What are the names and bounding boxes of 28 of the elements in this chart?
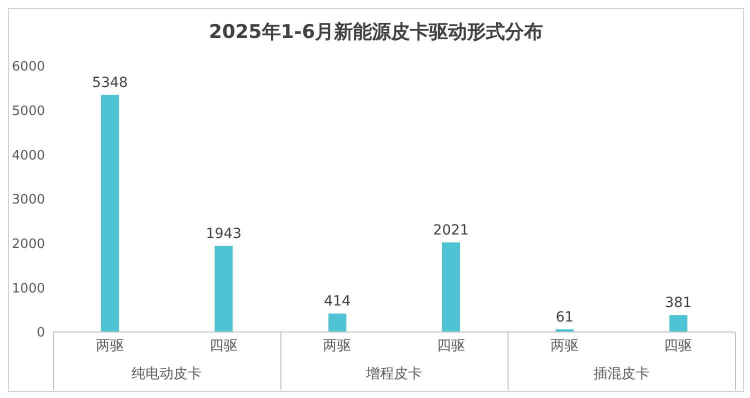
- x-tick-label: 四驱: [210, 338, 238, 354]
- data-label: 1943: [206, 226, 242, 242]
- x-tick-label: 两驱: [323, 338, 352, 354]
- bar: [214, 246, 233, 332]
- text: 插混皮卡: [592, 365, 650, 383]
- text: 增程皮卡: [364, 365, 423, 383]
- y-tick-label: 0: [36, 326, 45, 341]
- data-label: 2021: [433, 222, 469, 238]
- y-tick-label: 2000: [12, 236, 45, 252]
- bar: [442, 242, 460, 332]
- data-label: 381: [664, 295, 692, 312]
- y-tick-label: 5000: [12, 104, 45, 119]
- bar: [669, 315, 688, 332]
- bar: [101, 94, 119, 332]
- chart-title: 2025年1-6月新能源皮卡驱动形式分布: [208, 20, 544, 45]
- y-tick-label: 4000: [12, 148, 45, 164]
- bar: [328, 314, 346, 332]
- data-label: 61: [556, 309, 574, 326]
- text: 纯电动皮卡: [130, 365, 203, 383]
- x-tick-label: 四驱: [664, 338, 692, 354]
- data-label: 5348: [92, 74, 128, 91]
- data-label: 414: [324, 294, 351, 310]
- x-tick-label: 四驱: [436, 338, 465, 354]
- y-tick-label: 6000: [12, 60, 45, 75]
- y-tick-label: 3000: [12, 192, 45, 208]
- y-tick-label: 1000: [12, 281, 45, 296]
- x-tick-label: 两驱: [96, 338, 124, 354]
- x-tick-label: 两驱: [550, 338, 578, 354]
